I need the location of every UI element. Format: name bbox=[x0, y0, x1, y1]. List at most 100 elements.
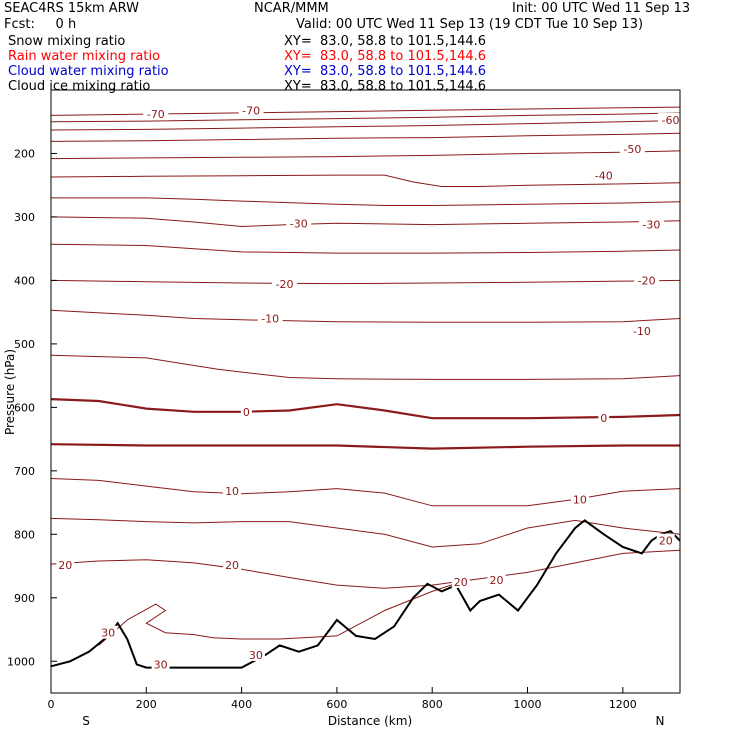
contour-label-bg bbox=[629, 324, 655, 338]
y-tick-label: 900 bbox=[14, 592, 35, 605]
plot-frame bbox=[50, 89, 681, 694]
contour-line bbox=[50, 549, 681, 589]
contour-label: 10 bbox=[225, 485, 239, 498]
contour-line bbox=[50, 354, 681, 380]
contour-label-bg bbox=[657, 112, 683, 126]
contour-line bbox=[50, 279, 681, 285]
x-tick-label: 0 bbox=[48, 698, 55, 711]
contour-label: -20 bbox=[638, 274, 656, 287]
y-axis-ticks: 200 300 400 500 600 700 800 900 1000 bbox=[7, 147, 57, 668]
y-tick-label: 800 bbox=[14, 528, 35, 541]
y-tick-label: 600 bbox=[14, 401, 35, 414]
contour-label-bg bbox=[271, 277, 297, 291]
valid-time: Valid: 00 UTC Wed 11 Sep 13 (19 CDT Tue … bbox=[296, 17, 644, 32]
y-tick-label: 400 bbox=[14, 274, 35, 287]
contour-line bbox=[50, 517, 681, 548]
contour-label: 20 bbox=[454, 576, 468, 589]
contour-label-bg bbox=[656, 533, 675, 547]
contour-label: -70 bbox=[147, 108, 165, 121]
x-tick-label: 600 bbox=[326, 698, 347, 711]
legend-label-cloud-water: Cloud water mixing ratio bbox=[8, 64, 169, 79]
contour-line bbox=[50, 150, 681, 160]
contour-label: -10 bbox=[633, 325, 651, 338]
contour-label: 20 bbox=[58, 559, 72, 572]
contour-label-bg bbox=[238, 103, 264, 117]
contour-label: 20 bbox=[225, 559, 239, 572]
contour-label: -40 bbox=[595, 170, 613, 183]
legend-xy-snow: XY= 83.0, 58.8 to 101.5,144.6 bbox=[284, 34, 487, 49]
contour-label: 0 bbox=[243, 406, 250, 419]
legend-xy-cloud-water: XY= 83.0, 58.8 to 101.5,144.6 bbox=[284, 64, 487, 79]
contour-line bbox=[50, 112, 681, 123]
y-tick-label: 200 bbox=[14, 147, 35, 160]
contour-label: 0 bbox=[600, 412, 607, 425]
x-axis-label: Distance (km) bbox=[328, 714, 412, 728]
legend-label-rain: Rain water mixing ratio bbox=[8, 49, 161, 64]
contour-label-bg bbox=[143, 107, 169, 121]
contour-line bbox=[50, 443, 680, 450]
contour-label: 10 bbox=[573, 493, 587, 506]
contour-label-bg bbox=[570, 492, 589, 506]
contour-line bbox=[50, 216, 681, 228]
org-label: NCAR/MMM bbox=[254, 1, 329, 16]
y-tick-label: 700 bbox=[14, 465, 35, 478]
contour-label-bg bbox=[223, 557, 242, 571]
contour-label: 20 bbox=[490, 574, 504, 587]
forecast-hour: Fcst: 0 h bbox=[4, 17, 77, 32]
x-tick-label: 1200 bbox=[609, 698, 637, 711]
contour-lines bbox=[50, 106, 681, 646]
x-tick-label: 800 bbox=[422, 698, 443, 711]
x-tick-label: 200 bbox=[136, 698, 157, 711]
contour-line bbox=[51, 197, 681, 206]
y-axis-label: Pressure (hPa) bbox=[3, 349, 17, 435]
contour-label: -30 bbox=[290, 217, 308, 230]
x-tick-label: 400 bbox=[231, 698, 252, 711]
legend-label-snow: Snow mixing ratio bbox=[8, 34, 126, 49]
contour-label: 30 bbox=[154, 658, 168, 671]
y-tick-label: 500 bbox=[14, 338, 35, 351]
contour-line bbox=[50, 120, 681, 131]
contour-line bbox=[98, 581, 461, 646]
x-tick-label: 1000 bbox=[514, 698, 542, 711]
contour-label-bg bbox=[151, 657, 170, 671]
contour-line bbox=[50, 132, 681, 142]
contour-label-bg bbox=[56, 557, 75, 571]
contour-label-bg bbox=[634, 273, 660, 287]
contour-label-bg bbox=[99, 625, 118, 639]
contour-label: -70 bbox=[242, 104, 260, 117]
contour-label: -60 bbox=[661, 114, 679, 127]
terrain-line bbox=[50, 519, 681, 669]
contour-label-bg bbox=[487, 573, 506, 587]
contour-line bbox=[50, 398, 681, 420]
contour-label: 30 bbox=[101, 627, 115, 640]
model-title: SEAC4RS 15km ARW bbox=[4, 1, 140, 16]
contour-label-bg bbox=[619, 142, 645, 156]
contour-label: -30 bbox=[642, 219, 660, 232]
terrain-profile bbox=[50, 519, 681, 669]
section-end-left: S bbox=[82, 714, 90, 728]
y-tick-label: 300 bbox=[14, 211, 35, 224]
contour-label-bg bbox=[451, 574, 470, 588]
contour-label-bg bbox=[240, 404, 252, 418]
contour-label-bg bbox=[598, 411, 610, 425]
contour-label: -20 bbox=[276, 278, 294, 291]
contour-line bbox=[50, 174, 681, 187]
contour-label-bg bbox=[246, 647, 265, 661]
y-tick-label: 1000 bbox=[7, 655, 35, 668]
contour-line bbox=[50, 243, 681, 254]
contour-label-bg bbox=[638, 217, 664, 231]
contour-label-bg bbox=[286, 216, 312, 230]
contour-label: -50 bbox=[623, 143, 641, 156]
contour-label: 20 bbox=[659, 535, 673, 548]
legend-xy-rain: XY= 83.0, 58.8 to 101.5,144.6 bbox=[284, 49, 487, 64]
contour-label: -10 bbox=[261, 313, 279, 326]
x-axis-ticks: 0 200 400 600 800 1000 1200 bbox=[48, 687, 637, 711]
init-time: Init: 00 UTC Wed 11 Sep 13 bbox=[512, 1, 691, 16]
section-end-right: N bbox=[656, 714, 665, 728]
contour-line bbox=[50, 309, 681, 323]
contour-label-bg bbox=[257, 311, 283, 325]
contour-label-bg bbox=[223, 484, 242, 498]
contour-labels: -70 -70 -60 -50 -40 -30 -30 -20 -20 -10 -10 0 0 10 10 2… bbox=[56, 103, 683, 671]
contour-label-bg bbox=[591, 168, 617, 182]
